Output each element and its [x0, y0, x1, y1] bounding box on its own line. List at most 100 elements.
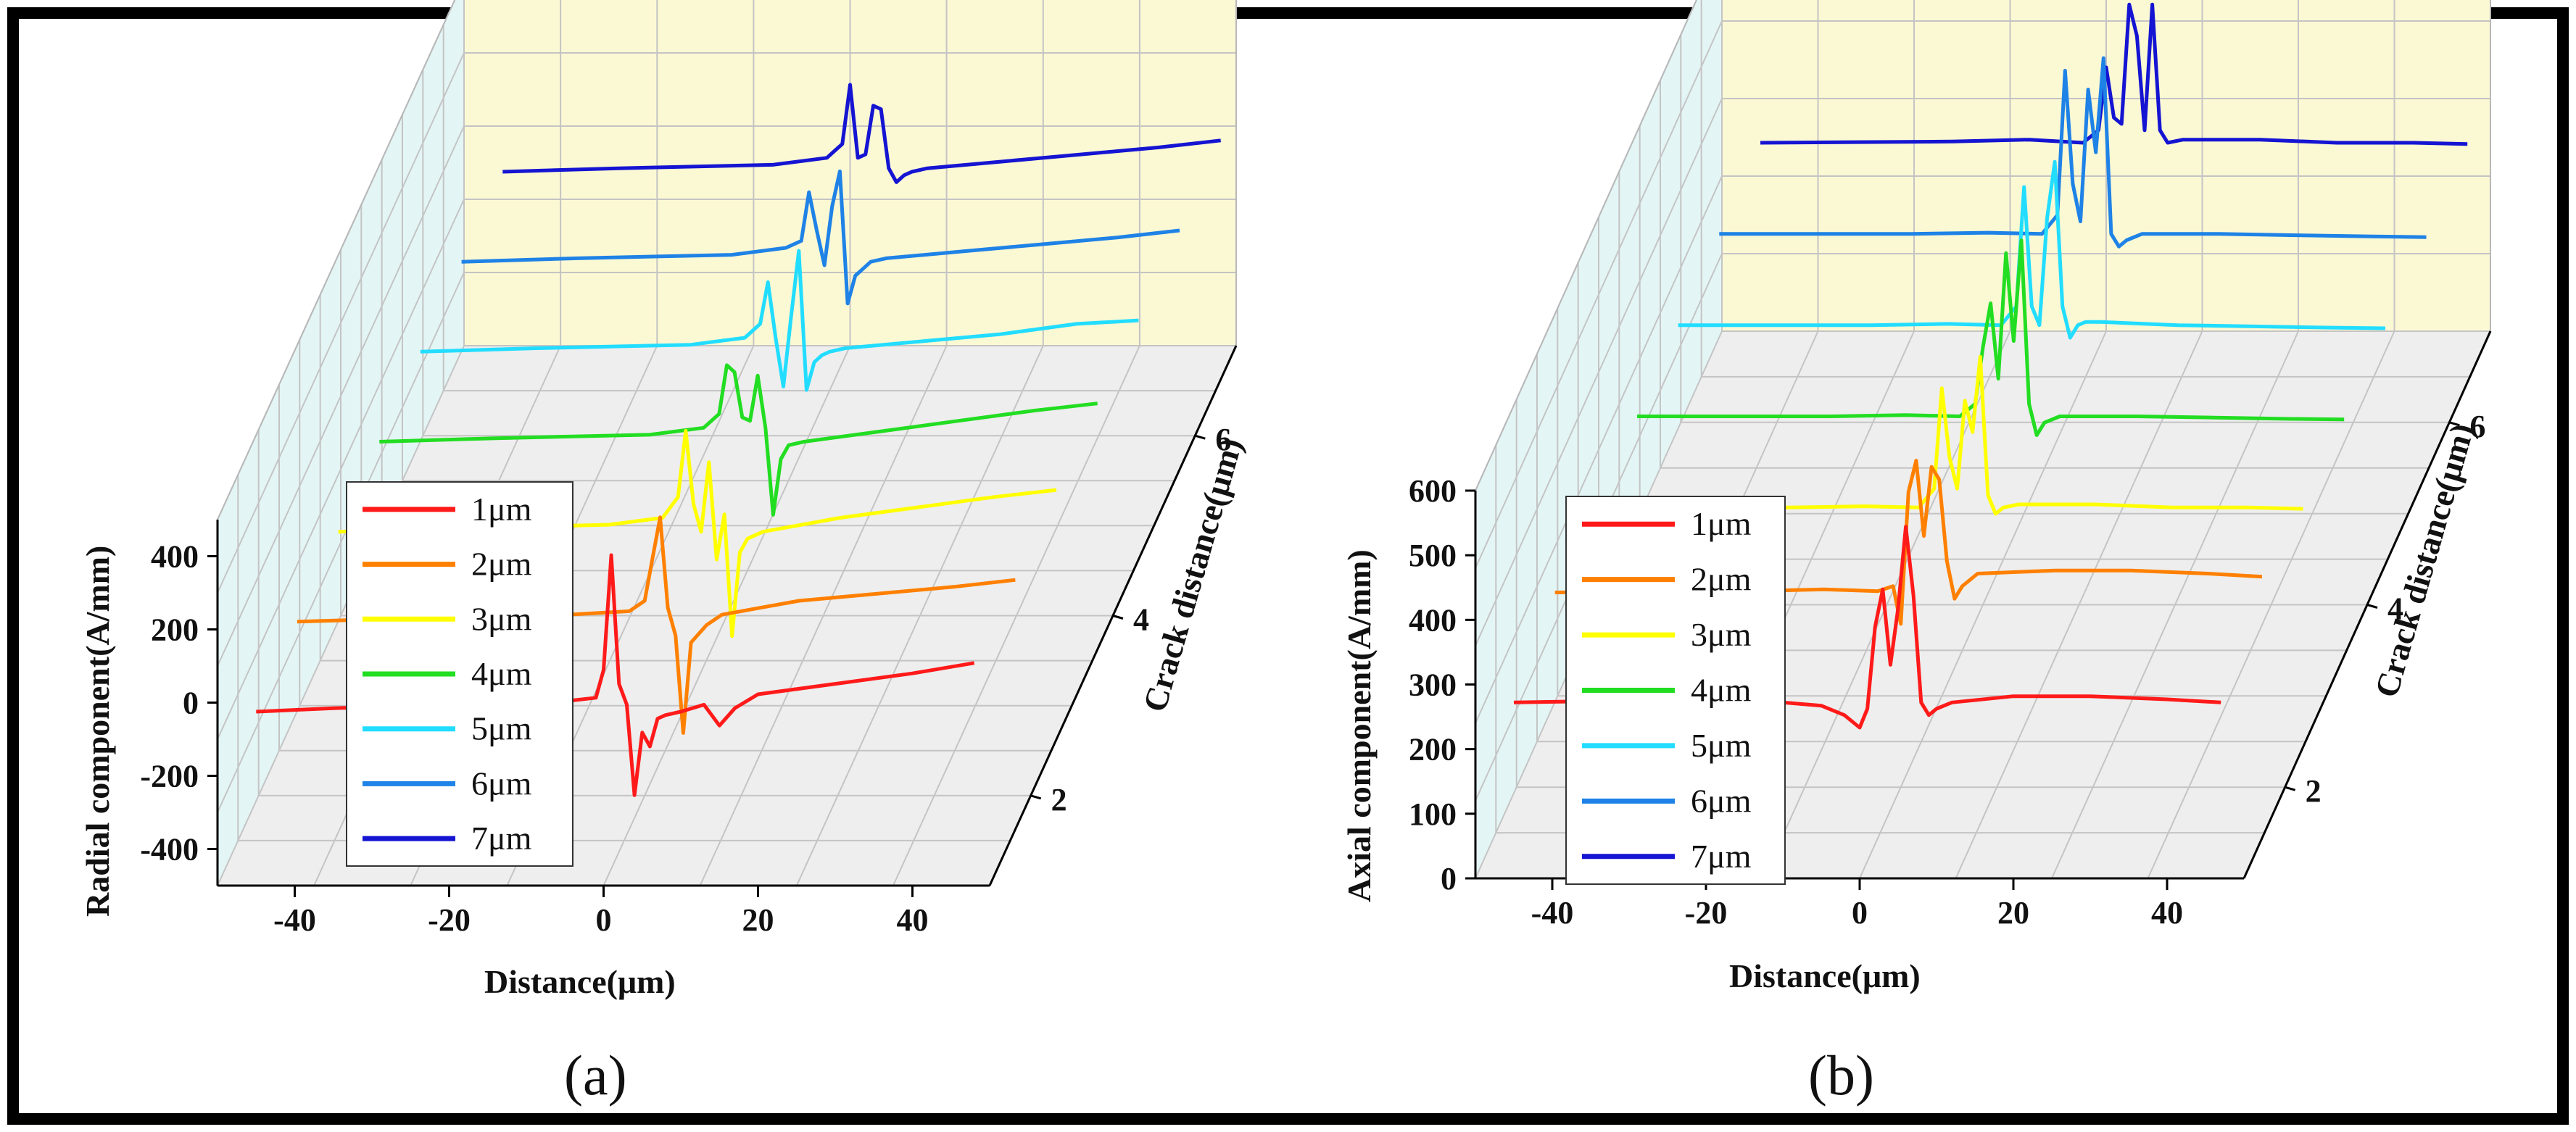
x-tick-label: 20: [1997, 895, 2029, 931]
x-tick-label: -20: [428, 902, 471, 938]
legend-label: 7μm: [471, 820, 532, 857]
grid-line-y: [1475, 98, 2490, 646]
series-line-1um: [1513, 525, 2221, 730]
panel-b-series: [1513, 2, 2468, 730]
x-tick-label: -40: [273, 902, 316, 938]
grid-line-z: [1700, 0, 2470, 378]
panel-b-ylabel: Axial component(A/mm): [1341, 549, 1378, 902]
z-tick-label: 6: [2469, 409, 2485, 444]
z-tick-label: 2: [1051, 782, 1067, 817]
z-tick-label: 6: [1215, 422, 1231, 457]
grid-line-z: [257, 429, 1031, 796]
grid-line-z: [442, 25, 1216, 392]
x-tick-label: 40: [2151, 895, 2183, 931]
wall-outline: [1475, 0, 2491, 491]
y-tick-label: 400: [151, 539, 199, 575]
grid-line-z: [237, 474, 1011, 841]
legend-label: 7μm: [1691, 838, 1752, 875]
legend-label: 2μm: [471, 546, 532, 583]
legend-label: 2μm: [1691, 561, 1752, 598]
series-line-4um: [379, 363, 1098, 517]
x-tick-label: -20: [1685, 895, 1728, 931]
grid-line-z: [422, 70, 1196, 437]
z-tick: [1112, 615, 1124, 620]
y-tick-label: 100: [1409, 796, 1457, 832]
figure-border: [7, 7, 2569, 1125]
grid-line-z: [319, 294, 1093, 662]
series-line-6um: [1719, 56, 2427, 249]
series-line-2um: [1554, 459, 2263, 626]
legend-label: 4μm: [1691, 672, 1752, 709]
panel-b: -40 -20 0 20 40 600 500 400 300 200 100 0 2 4 6 1μm 2μm…: [1341, 0, 2492, 1107]
grid-line-z: [340, 249, 1113, 617]
x-tick-label: 0: [1852, 895, 1868, 931]
x-tick-label: -40: [1531, 895, 1574, 931]
y-tick-label: 200: [1409, 732, 1457, 767]
series-line-3um: [1596, 354, 2303, 516]
panel-a-series: [256, 83, 1221, 797]
z-tick: [1194, 434, 1206, 440]
grid-line-z: [1515, 399, 2285, 788]
grid-line-z: [278, 384, 1051, 752]
series-line-3um: [338, 429, 1057, 638]
y-tick-label: 500: [1409, 538, 1457, 573]
grid-line-y: [217, 52, 1236, 594]
z-tick: [2366, 604, 2378, 609]
legend-label: 6μm: [471, 765, 532, 802]
z-tick: [1030, 794, 1042, 800]
x-tick-label: 20: [742, 902, 774, 938]
z-tick-label: 2: [2306, 773, 2322, 809]
legend-label: 6μm: [1691, 782, 1752, 819]
grid-line-z: [299, 339, 1072, 707]
grid-line-z: [463, 0, 1236, 346]
y-tick-label: -200: [140, 759, 199, 794]
panel-b-legend: 1μm 2μm 3μm 4μm 5μm 6μm 7μm: [1565, 496, 1786, 885]
panel-b-xlabel: Distance(μm): [1729, 957, 1921, 994]
legend-label: 1μm: [471, 491, 532, 528]
series-line-1um: [256, 553, 975, 797]
y-tick-label: 600: [1409, 473, 1457, 509]
grid-line-y: [1475, 253, 2490, 802]
z-tick: [2285, 786, 2296, 791]
y-tick-label: -400: [140, 832, 199, 867]
grid-line-y: [217, 272, 1236, 813]
legend-label: 5μm: [1691, 727, 1752, 764]
panel-a-xlabel: Distance(μm): [484, 963, 676, 1000]
y-tick-label: 400: [1409, 602, 1457, 638]
grid-line-z: [1536, 354, 2306, 743]
panel-a-ylabel: Radial component(A/mm): [79, 546, 116, 917]
y-tick-label: 0: [1441, 861, 1457, 896]
series-line-7um: [502, 83, 1221, 184]
legend-label: 4μm: [471, 655, 532, 692]
grid-line-y: [217, 125, 1236, 667]
legend-label: 3μm: [471, 600, 532, 637]
series-line-7um: [1760, 2, 2468, 146]
panel-a-legend: 1μm 2μm 3μm 4μm 5μm 6μm 7μm: [346, 481, 573, 867]
y-tick-label: 200: [151, 612, 199, 648]
series-line-2um: [297, 515, 1016, 735]
series-line-6um: [461, 169, 1180, 306]
x-tick-label: 0: [596, 902, 612, 938]
grid-line-z: [402, 115, 1175, 482]
panel-b-axes: -40 -20 0 20 40 600 500 400 300 200 100 0 2 4 6: [1409, 330, 2492, 931]
z-tick-label: 4: [2387, 591, 2403, 627]
y-tick-label: 0: [183, 686, 199, 721]
legend-label: 3μm: [1691, 616, 1752, 653]
grid-line-y: [1475, 20, 2490, 569]
grid-line-z: [1721, 0, 2490, 332]
wall-outline: [217, 0, 1237, 520]
z-tick-label: 4: [1133, 602, 1149, 638]
y-tick-label: 300: [1409, 667, 1457, 703]
grid-line-z: [1495, 445, 2265, 834]
legend-label: 1μm: [1691, 505, 1752, 542]
legend-label: 5μm: [471, 710, 532, 747]
panel-b-caption: (b): [1808, 1044, 1874, 1107]
grid-line-z: [1680, 34, 2450, 423]
series-line-4um: [1637, 238, 2345, 437]
z-tick: [2448, 421, 2460, 427]
grid-line-z: [1660, 80, 2429, 469]
series-line-5um: [420, 249, 1139, 392]
